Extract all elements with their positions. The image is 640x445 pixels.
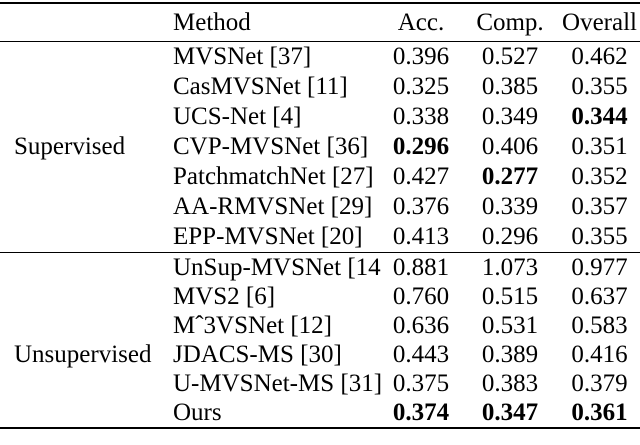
- method-cell: PatchmatchNet [27]: [173, 163, 374, 190]
- acc-cell: 0.325: [392, 73, 450, 100]
- acc-cell: 0.427: [392, 163, 450, 190]
- acc-cell: 0.760: [392, 282, 450, 310]
- overall-cell: 0.637: [571, 282, 628, 310]
- table-row: MVSNet [37] 0.396 0.527 0.462: [0, 42, 640, 73]
- table-row: MVS2 [6] 0.760 0.515 0.637: [0, 282, 640, 311]
- comp-cell: 0.383: [481, 369, 539, 397]
- overall-cell: 0.379: [571, 369, 628, 397]
- comp-cell: 0.339: [481, 193, 539, 220]
- overall-cell: 0.355: [571, 73, 628, 100]
- overall-cell: 0.583: [571, 311, 628, 339]
- acc-cell: 0.374: [392, 398, 450, 426]
- acc-cell: 0.296: [392, 133, 450, 160]
- overall-cell: 0.344: [571, 103, 628, 130]
- header-row: Method Acc. Comp. Overall: [0, 3, 640, 42]
- table-row: Ours 0.374 0.347 0.361: [0, 398, 640, 428]
- header-acc: Acc.: [381, 3, 461, 42]
- acc-cell: 0.636: [392, 311, 450, 339]
- overall-cell: 0.352: [571, 163, 628, 190]
- acc-cell: 0.443: [392, 340, 450, 368]
- category-cell: [0, 252, 173, 282]
- table-row: UnSup-MVSNet [14] 0.881 1.073 0.977: [0, 252, 640, 282]
- category-cell: [0, 369, 173, 398]
- unsupervised-section: UnSup-MVSNet [14] 0.881 1.073 0.977 MVS2…: [0, 252, 640, 429]
- table-row: UCS-Net [4] 0.338 0.349 0.344: [0, 102, 640, 132]
- category-cell: [0, 72, 173, 102]
- comp-cell: 0.296: [481, 223, 539, 250]
- header-method: Method: [173, 3, 381, 42]
- method-cell: MVSNet [37]: [173, 43, 312, 70]
- category-cell: [0, 222, 173, 253]
- acc-cell: 0.881: [381, 252, 461, 282]
- category-cell: [0, 282, 173, 311]
- category-label-supervised: Supervised: [14, 133, 126, 160]
- method-cell: CVP-MVSNet [36]: [173, 133, 369, 160]
- category-cell: [0, 311, 173, 340]
- comp-cell: 0.406: [481, 133, 539, 160]
- overall-cell: 0.977: [559, 252, 640, 282]
- table-row: Supervised CVP-MVSNet [36] 0.296 0.406 0…: [0, 132, 640, 162]
- comp-cell: 0.347: [481, 398, 539, 426]
- category-cell: [0, 102, 173, 132]
- results-table: Method Acc. Comp. Overall MVSNet [37] 0.…: [0, 2, 640, 429]
- table-row: Unsupervised JDACS-MS [30] 0.443 0.389 0…: [0, 340, 640, 369]
- supervised-section: MVSNet [37] 0.396 0.527 0.462 CasMVSNet …: [0, 42, 640, 253]
- overall-cell: 0.355: [571, 223, 628, 250]
- overall-cell: 0.357: [571, 193, 628, 220]
- header-comp: Comp.: [461, 3, 559, 42]
- overall-cell: 0.351: [571, 133, 628, 160]
- method-cell: EPP-MVSNet [20]: [173, 223, 363, 250]
- comp-cell: 0.349: [481, 103, 539, 130]
- category-cell: [0, 398, 173, 428]
- method-cell: CasMVSNet [11]: [173, 73, 348, 100]
- table-row: Mˆ3VSNet [12] 0.636 0.531 0.583: [0, 311, 640, 340]
- table-header: Method Acc. Comp. Overall: [0, 3, 640, 42]
- table-row: U-MVSNet-MS [31] 0.375 0.383 0.379: [0, 369, 640, 398]
- category-cell: [0, 162, 173, 192]
- overall-cell: 0.361: [571, 398, 628, 426]
- acc-cell: 0.396: [392, 43, 450, 70]
- comp-cell: 0.389: [481, 340, 539, 368]
- comp-cell: 0.515: [481, 282, 539, 310]
- method-cell: JDACS-MS [30]: [173, 340, 342, 368]
- comp-cell: 0.527: [481, 43, 539, 70]
- header-category-cell: [0, 3, 173, 42]
- acc-cell: 0.376: [392, 193, 450, 220]
- comp-cell: 0.277: [481, 163, 539, 190]
- comp-cell: 1.073: [461, 252, 559, 282]
- table-row: AA-RMVSNet [29] 0.376 0.339 0.357: [0, 192, 640, 222]
- comp-cell: 0.385: [481, 73, 539, 100]
- method-cell: UnSup-MVSNet [14]: [173, 252, 381, 282]
- method-cell: U-MVSNet-MS [31]: [173, 369, 381, 397]
- acc-cell: 0.338: [392, 103, 450, 130]
- overall-cell: 0.416: [571, 340, 628, 368]
- method-cell: Mˆ3VSNet [12]: [173, 311, 333, 339]
- acc-cell: 0.375: [392, 369, 450, 397]
- method-cell: UCS-Net [4]: [173, 103, 302, 130]
- method-cell: AA-RMVSNet [29]: [173, 193, 373, 220]
- comp-cell: 0.531: [481, 311, 539, 339]
- header-overall: Overall: [559, 3, 640, 42]
- method-cell: MVS2 [6]: [173, 282, 276, 310]
- category-label-unsupervised: Unsupervised: [14, 340, 152, 368]
- table-row: EPP-MVSNet [20] 0.413 0.296 0.355: [0, 222, 640, 253]
- acc-cell: 0.413: [392, 223, 450, 250]
- table-row: CasMVSNet [11] 0.325 0.385 0.355: [0, 72, 640, 102]
- method-cell-ours: Ours: [173, 398, 222, 426]
- category-cell: [0, 42, 173, 73]
- category-cell: [0, 192, 173, 222]
- table-row: PatchmatchNet [27] 0.427 0.277 0.352: [0, 162, 640, 192]
- overall-cell: 0.462: [571, 43, 628, 70]
